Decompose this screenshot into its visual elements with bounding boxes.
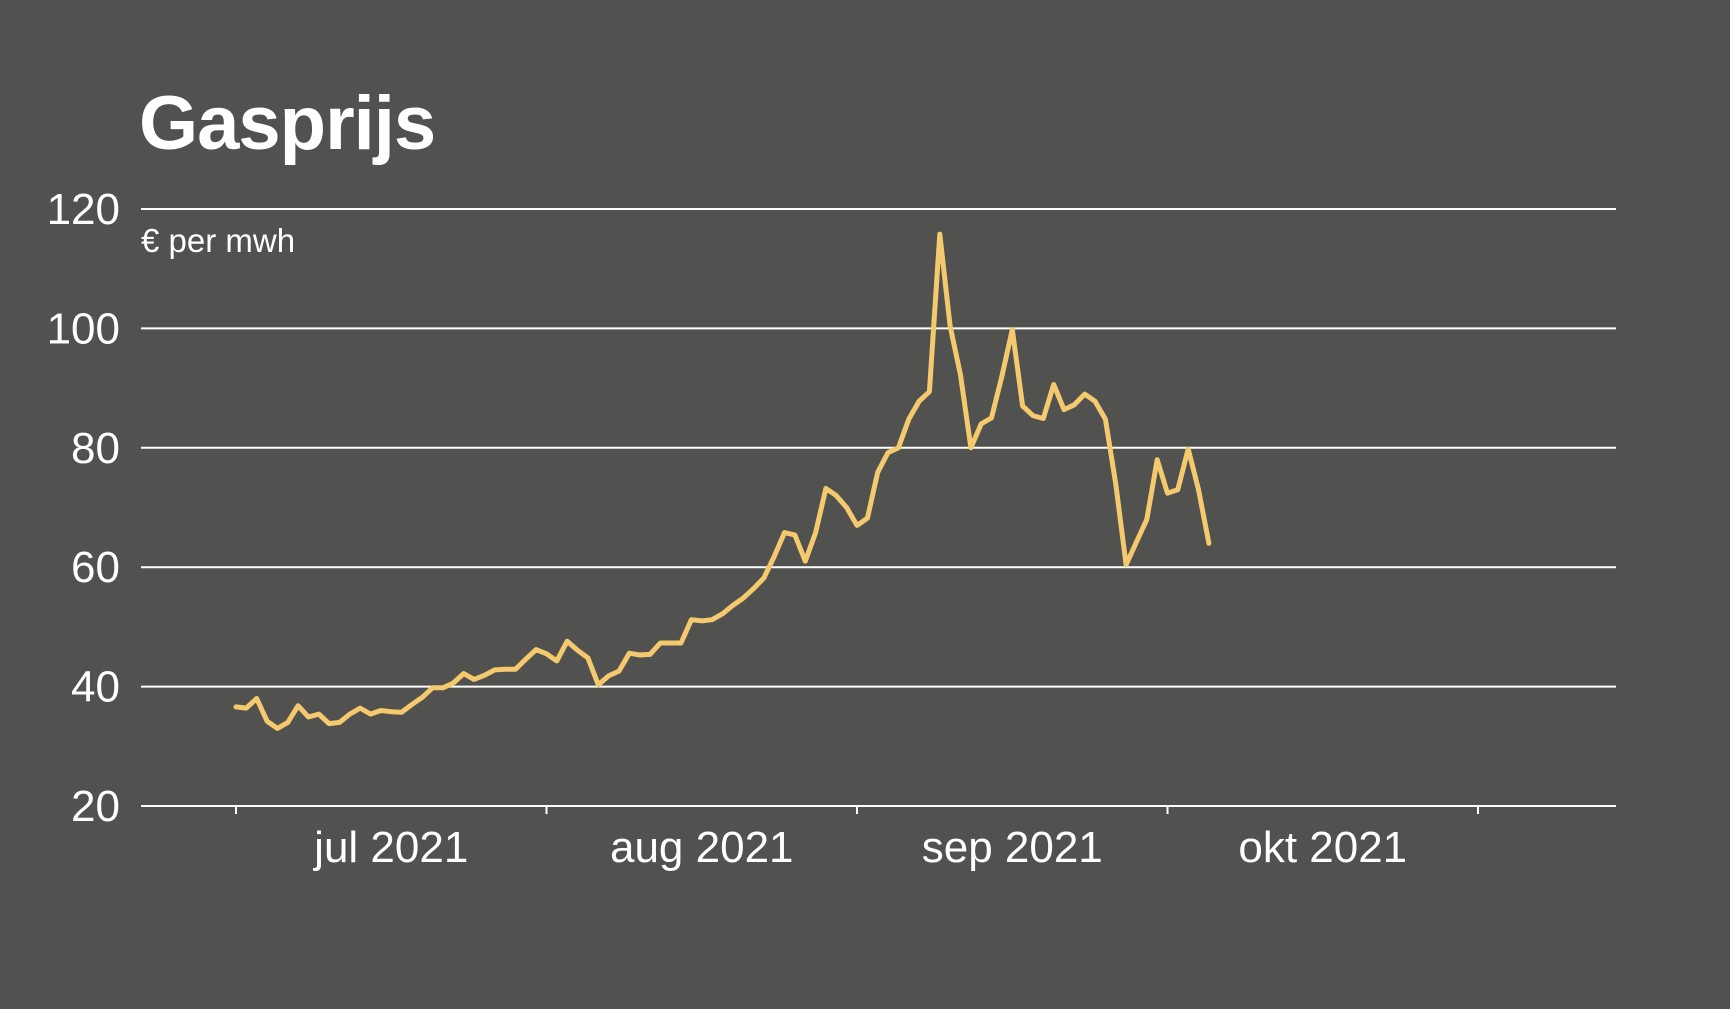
unit-label: € per mwh [141, 222, 296, 259]
series-line [233, 231, 1212, 731]
x-axis-ticks: jul 2021 aug 2021 sep 2021 okt 2021 [235, 806, 1479, 872]
x-tick-label: sep 2021 [922, 823, 1103, 872]
series-layer [233, 231, 1212, 731]
gridlines [141, 208, 1616, 807]
y-tick-label: 20 [71, 782, 120, 831]
y-tick-label: 60 [71, 543, 120, 592]
chart-title: Gasprijs [139, 81, 436, 166]
y-tick-label: 40 [71, 663, 120, 712]
x-tick-label: aug 2021 [610, 823, 794, 872]
y-tick-label: 80 [71, 424, 120, 473]
y-tick-label: 100 [47, 304, 120, 353]
y-tick-label: 120 [47, 185, 120, 234]
x-tick-label: jul 2021 [312, 823, 468, 872]
y-axis-ticks: 20 40 60 80 100 120 [47, 185, 120, 831]
x-tick-label: okt 2021 [1238, 823, 1407, 872]
